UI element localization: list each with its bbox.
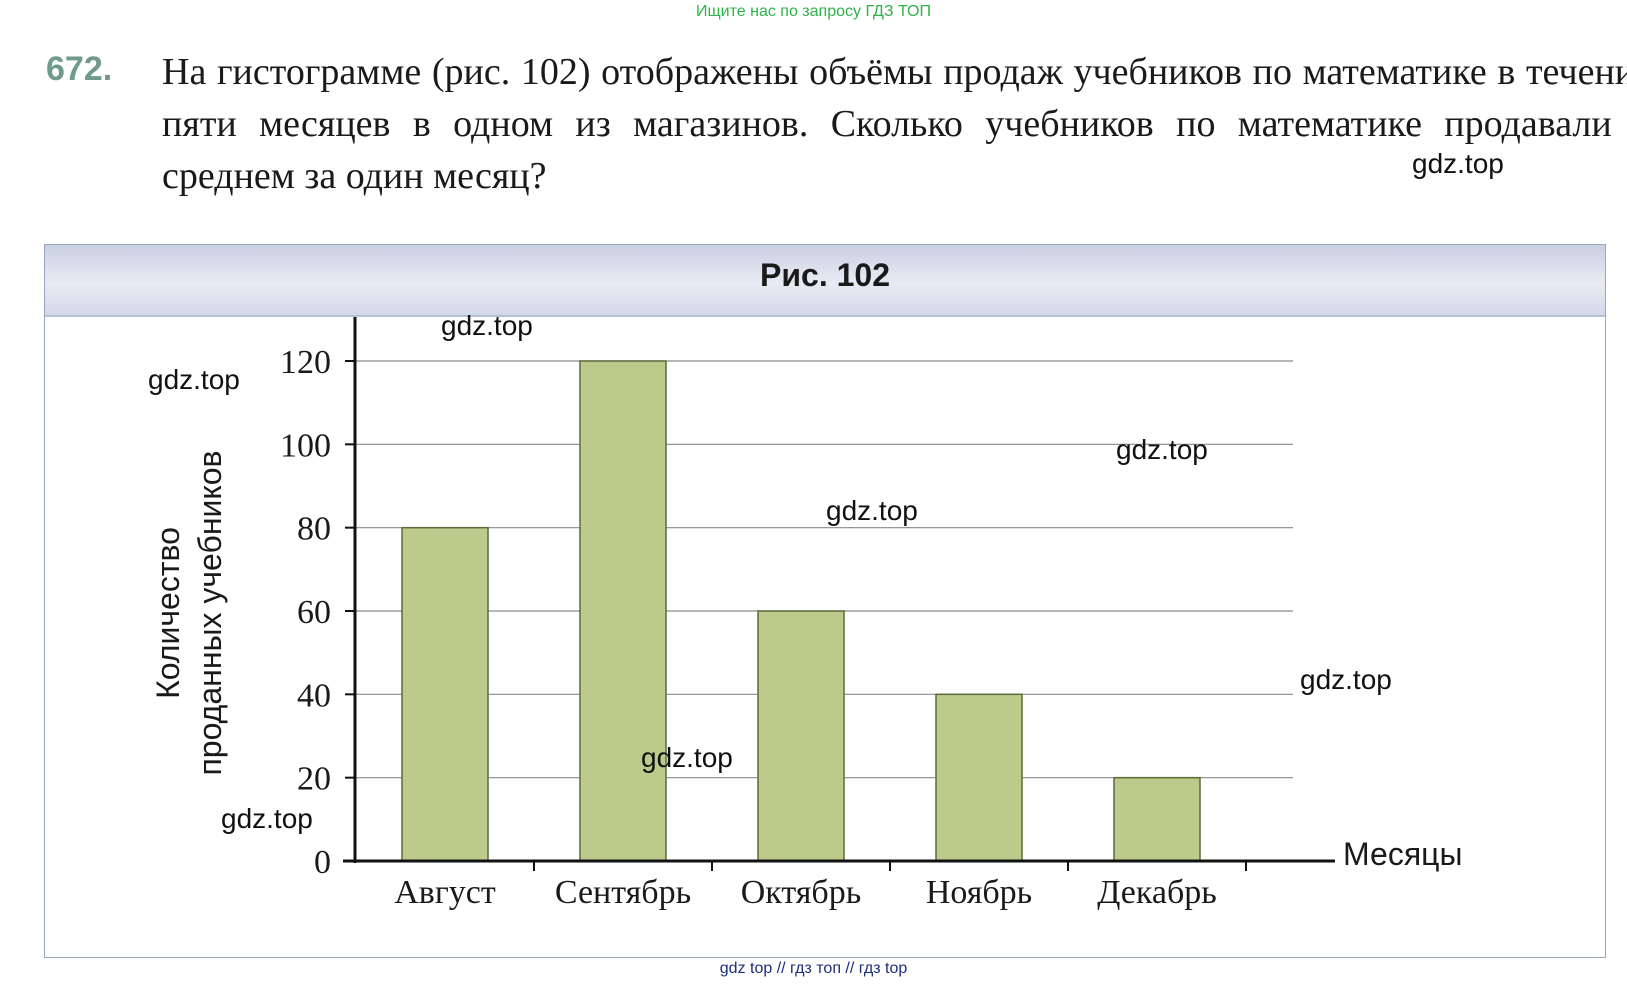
bottom-banner: gdz top // гдз топ // гдз top [719,960,908,977]
figure-title: Рис. 102 [760,257,890,293]
bar [757,610,845,862]
x-axis-label: Месяцы [1343,836,1462,872]
y-tick-label: 20 [297,761,331,798]
watermark: gdz.top [826,495,918,526]
watermark: gdz.top [1412,148,1504,179]
bar-chart: 0 20 40 60 80 100 120 Август Сентябрь Октябрь Нояб… [150,317,1462,911]
watermark: gdz.top [441,310,533,341]
watermark: gdz.top [221,803,313,834]
watermark: gdz.top [641,742,733,773]
watermark: gdz.top [1300,664,1392,695]
watermark: gdz.top [1116,434,1208,465]
bar [579,360,667,862]
bar [935,693,1023,862]
watermark: gdz.top [148,364,240,395]
bar [401,526,489,862]
y-tick-label: 120 [280,344,331,381]
y-tick-label: 40 [297,677,331,714]
x-tick-label: Ноябрь [926,874,1032,911]
problem-number: 672. [46,50,113,88]
figure: Рис. 102 0 20 40 60 80 100 120 Август Сентябрь Ок… [44,244,1606,958]
y-tick-label: 100 [280,427,331,464]
y-tick-label: 60 [297,594,331,631]
top-banner: Ищите нас по запросу ГДЗ ТОП [696,3,931,20]
bar [1113,776,1201,862]
y-axis-label: проданных учебников [192,450,228,775]
figure-header: Рис. 102 [45,245,1605,317]
problem-text: На гистограмме (рис. 102) отображены объ… [162,51,1627,197]
x-tick-label: Октябрь [741,874,861,911]
y-axis-label: Количество [150,527,186,699]
x-tick-label: Август [394,874,496,911]
x-tick-label: Сентябрь [555,874,691,911]
x-tick-label: Декабрь [1097,874,1217,911]
y-tick-label: 80 [297,511,331,548]
y-tick-label: 0 [314,844,331,881]
